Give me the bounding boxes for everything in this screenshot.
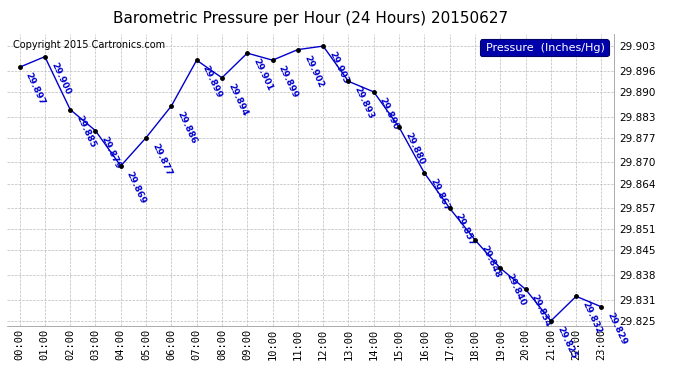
Text: 29.890: 29.890 <box>378 96 401 131</box>
Text: 29.902: 29.902 <box>302 54 325 89</box>
Text: 29.901: 29.901 <box>251 57 274 93</box>
Text: 29.877: 29.877 <box>150 142 173 177</box>
Text: 29.848: 29.848 <box>479 244 502 279</box>
Text: 29.879: 29.879 <box>99 135 123 170</box>
Text: 29.899: 29.899 <box>277 64 299 100</box>
Text: 29.894: 29.894 <box>226 82 249 117</box>
Text: Copyright 2015 Cartronics.com: Copyright 2015 Cartronics.com <box>13 40 165 50</box>
Text: 29.900: 29.900 <box>49 61 72 96</box>
Text: 29.893: 29.893 <box>353 86 375 121</box>
Legend: Pressure  (Inches/Hg): Pressure (Inches/Hg) <box>480 39 609 56</box>
Text: 29.829: 29.829 <box>606 311 629 346</box>
Text: 29.899: 29.899 <box>201 64 224 100</box>
Text: 29.834: 29.834 <box>530 293 553 329</box>
Text: 29.857: 29.857 <box>454 212 477 248</box>
Text: 29.869: 29.869 <box>125 170 148 206</box>
Text: 29.825: 29.825 <box>555 325 578 360</box>
Text: 29.886: 29.886 <box>175 110 198 146</box>
Text: 29.840: 29.840 <box>504 272 527 308</box>
Text: 29.897: 29.897 <box>23 71 47 107</box>
Text: 29.880: 29.880 <box>403 131 426 166</box>
Text: 29.832: 29.832 <box>580 300 603 336</box>
Text: 29.885: 29.885 <box>75 114 97 149</box>
Text: Barometric Pressure per Hour (24 Hours) 20150627: Barometric Pressure per Hour (24 Hours) … <box>113 11 508 26</box>
Text: 29.867: 29.867 <box>428 177 451 213</box>
Text: 29.903: 29.903 <box>327 50 350 86</box>
